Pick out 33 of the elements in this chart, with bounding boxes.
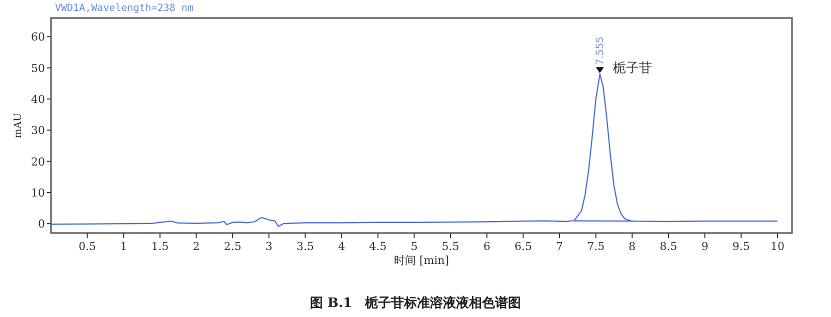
- x-tick-label: 6.5: [514, 240, 532, 253]
- x-tick-label: 5: [410, 240, 418, 253]
- x-tick-label: 0.5: [78, 240, 96, 253]
- x-tick-label: 6: [483, 240, 490, 253]
- x-tick-label: 8: [628, 240, 636, 253]
- x-tick-label: 4: [338, 240, 346, 253]
- x-tick-label: 9.5: [732, 240, 750, 253]
- x-tick-label: 10: [770, 240, 784, 253]
- x-tick-label: 1.5: [151, 240, 169, 253]
- x-axis-title: 时间 [min]: [394, 254, 450, 267]
- chart-subtitle: VWD1A,Wavelength=238 nm: [55, 3, 194, 14]
- y-tick-label: 60: [31, 30, 45, 44]
- x-tick-label: 3: [265, 240, 272, 253]
- x-tick-label: 4.5: [369, 240, 387, 253]
- x-tick-label: 5.5: [442, 240, 460, 253]
- annotation: 7.555: [594, 36, 606, 66]
- text: 图 B.1 栀子苷标准溶液液相色谱图: [310, 295, 522, 311]
- x-tick-label: 3.5: [296, 240, 314, 253]
- y-tick-label: 40: [31, 93, 45, 106]
- y-axis-title: mAU: [13, 112, 24, 138]
- x-tick-label: 7.5: [587, 240, 605, 253]
- x-tick-label: 9: [701, 240, 708, 253]
- annotation: 栀子苷: [612, 61, 652, 76]
- x-tick-label: 2: [192, 240, 200, 253]
- y-tick-label: 0: [38, 218, 45, 231]
- x-tick-label: 7: [556, 240, 564, 253]
- x-tick-label: 2.5: [224, 240, 242, 253]
- y-tick-label: 50: [31, 62, 45, 75]
- y-tick-label: 10: [31, 186, 45, 200]
- y-tick-label: 30: [31, 124, 45, 138]
- x-tick-label: 8.5: [660, 240, 678, 253]
- x-tick-label: 1: [120, 240, 128, 253]
- y-tick-label: 20: [31, 155, 45, 168]
